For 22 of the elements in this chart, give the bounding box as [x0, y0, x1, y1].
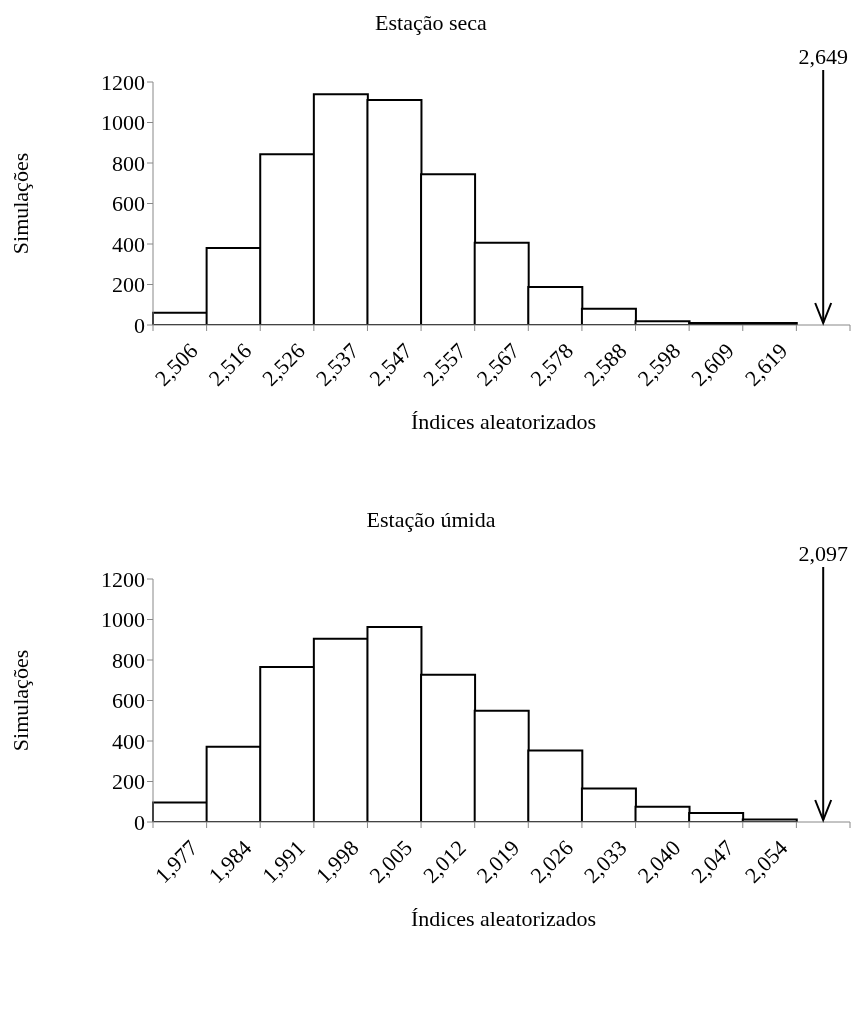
y-axis-title: Simulações	[7, 152, 33, 255]
chart-title: Estação seca	[375, 10, 487, 35]
y-tick-label: 0	[134, 809, 145, 835]
text: 2,649	[798, 44, 848, 69]
y-axis-title: Simulações	[7, 649, 33, 752]
chart-title: Estação úmida	[366, 507, 496, 532]
y-tick-label: 200	[112, 769, 145, 795]
x-axis-title: Índices aleatorizados	[409, 906, 598, 932]
text: 2,097	[798, 541, 848, 566]
y-tick-label: 800	[112, 647, 145, 673]
y-tick-label: 600	[112, 191, 145, 217]
y-tick-label: 1000	[101, 607, 145, 633]
y-tick-label: 400	[112, 728, 145, 754]
y-tick-label: 400	[112, 231, 145, 257]
x-axis-title: Índices aleatorizados	[409, 409, 598, 435]
y-tick-label: 800	[112, 150, 145, 176]
y-tick-label: 0	[134, 312, 145, 338]
y-tick-label: 1200	[101, 566, 145, 592]
y-tick-label: 1000	[101, 110, 145, 136]
y-tick-label: 600	[112, 688, 145, 714]
y-tick-label: 1200	[101, 69, 145, 95]
y-tick-label: 200	[112, 272, 145, 298]
